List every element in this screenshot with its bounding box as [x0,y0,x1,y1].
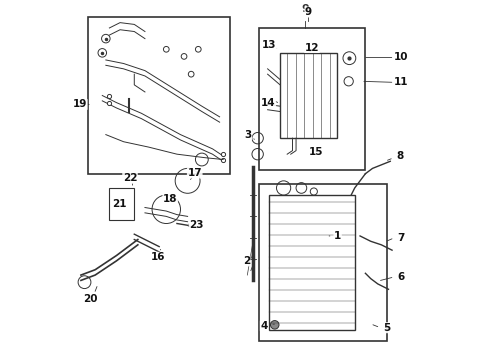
Text: 21: 21 [112,199,126,209]
Bar [269,195,354,330]
Text: 5: 5 [382,323,389,333]
Text: 20: 20 [83,294,98,304]
Text: 6: 6 [396,272,404,282]
Text: 12: 12 [304,42,319,53]
Text: 11: 11 [393,77,407,87]
Bar [109,188,134,220]
Text: 13: 13 [262,40,276,50]
Circle shape [270,320,279,329]
Bar [258,28,365,170]
Text: 2: 2 [242,256,249,266]
Text: 19: 19 [73,99,87,109]
Text: 16: 16 [150,252,164,262]
Text: 9: 9 [305,7,311,17]
Bar [88,17,230,174]
Text: 18: 18 [163,194,177,204]
Text: 10: 10 [393,53,407,63]
Text: 14: 14 [261,98,275,108]
Bar [280,53,336,138]
Text: 3: 3 [244,130,251,140]
Text: 9: 9 [301,4,308,14]
Text: 1: 1 [333,231,341,241]
Text: 22: 22 [122,173,137,183]
Text: 23: 23 [189,220,203,230]
Text: 15: 15 [308,147,322,157]
Text: 4: 4 [260,321,267,331]
Text: 8: 8 [395,151,403,161]
Text: 17: 17 [187,168,202,178]
Bar [258,184,386,341]
Text: 7: 7 [396,233,404,243]
